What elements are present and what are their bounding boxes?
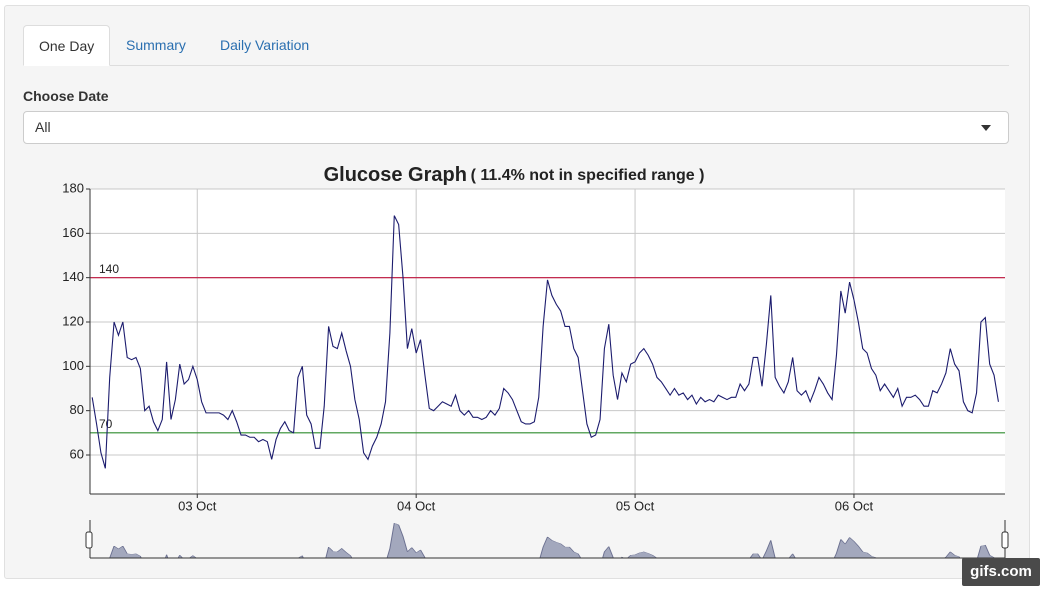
y-tick-label: 140 (62, 269, 84, 284)
tab[interactable]: One Day (23, 25, 111, 66)
navigator-area (109, 522, 995, 558)
y-tick-label: 80 (70, 402, 84, 417)
title: Glucose Graph (324, 164, 467, 186)
caret-icon (981, 125, 991, 131)
range-handle[interactable] (85, 531, 93, 549)
x-tick-label: 04 Oct (397, 498, 436, 513)
plot-area (90, 189, 1005, 494)
watermark: gifs.com (962, 558, 1040, 586)
tab-divider (23, 65, 1009, 66)
y-tick-label: 180 (62, 180, 84, 195)
y-tick-label: 100 (62, 358, 84, 373)
tab[interactable]: Daily Variation (220, 37, 310, 53)
date-select[interactable]: All (23, 111, 1009, 144)
select-value: All (35, 119, 51, 135)
navigator (109, 522, 995, 558)
range-handle[interactable] (1001, 531, 1009, 549)
x-tick-label: 05 Oct (616, 498, 655, 513)
input-label: Choose Date (23, 88, 109, 104)
x-tick-label: 03 Oct (178, 498, 217, 513)
plot: 60 80 100 120 140 160 180 03 Oct 04 Oct 05 Oct 06 … (62, 180, 1005, 513)
tab[interactable]: Summary (126, 37, 186, 53)
reference-label: 70 (99, 417, 113, 431)
y-tick-label: 120 (62, 313, 84, 328)
y-tick-label: 160 (62, 225, 84, 240)
glucose-line (91, 215, 999, 469)
reference-label: 140 (99, 262, 119, 276)
y-tick-label: 60 (70, 446, 84, 461)
chart-title: Glucose Graph ( 11.4% not in specified r… (324, 164, 705, 186)
subtitle: ( 11.4% not in specified range ) (471, 167, 705, 184)
x-tick-label: 06 Oct (835, 498, 874, 513)
